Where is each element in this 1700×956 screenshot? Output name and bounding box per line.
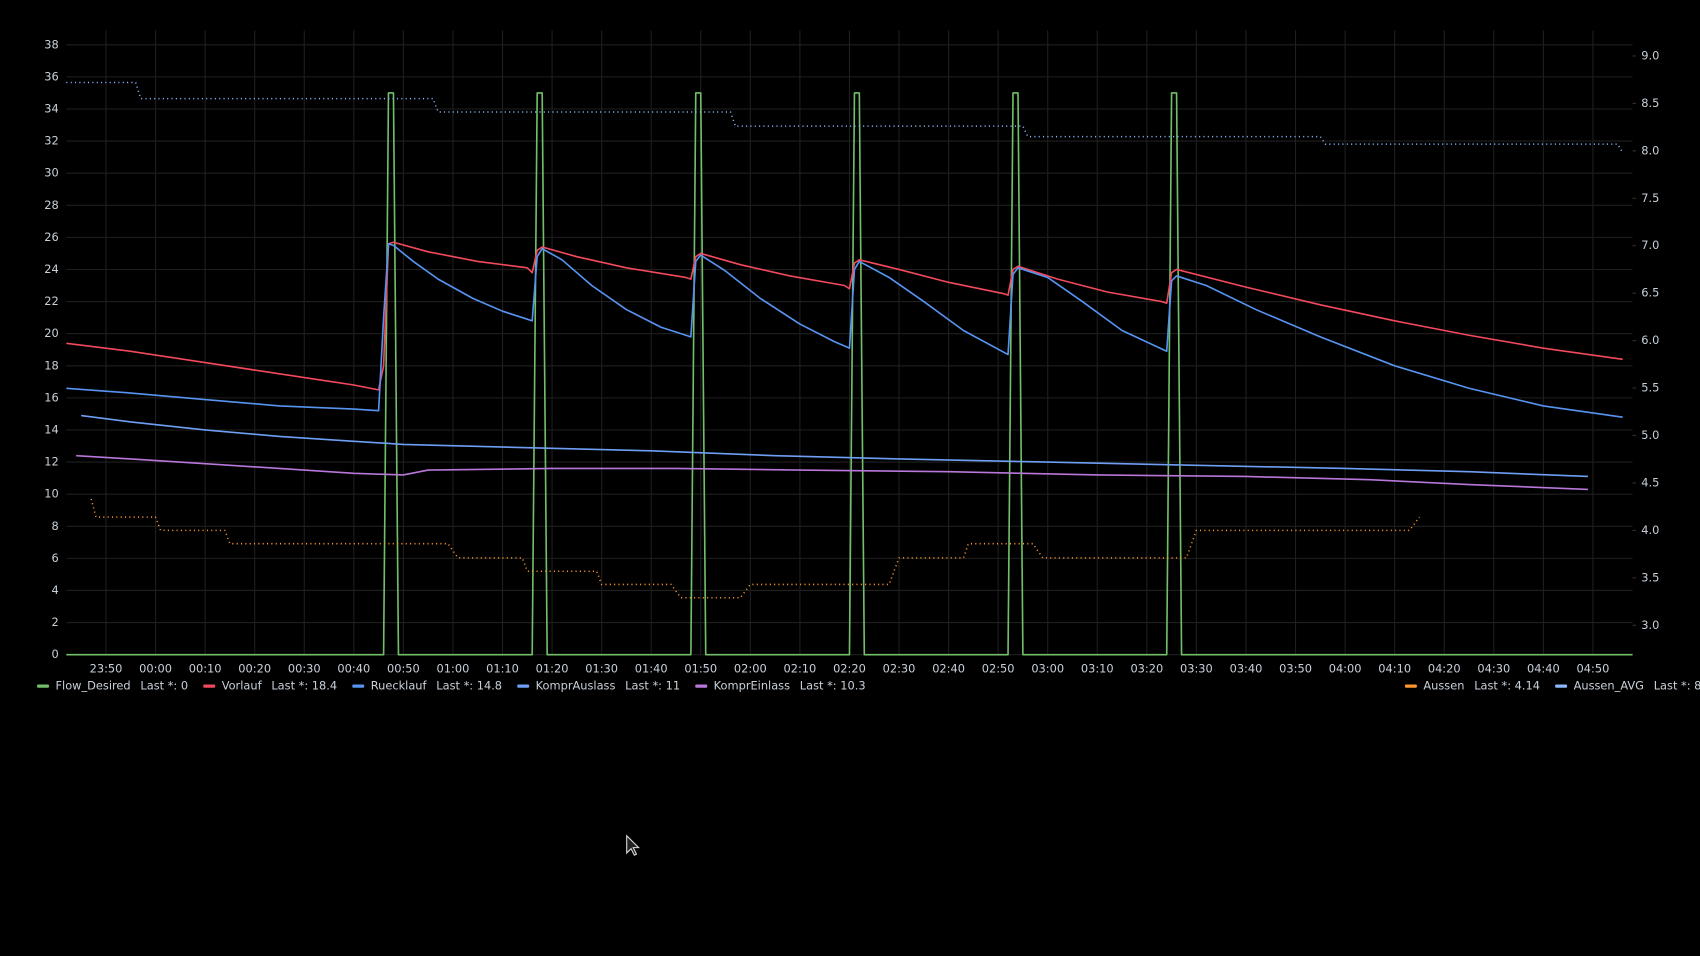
x-tick-label: 01:10 <box>486 661 519 675</box>
legend-name[interactable]: KomprEinlass <box>714 679 790 693</box>
legend-swatch <box>37 684 49 688</box>
y2-tick-label: 7.0 <box>1641 238 1659 252</box>
legend-swatch <box>352 684 365 688</box>
x-tick-label: 01:30 <box>585 661 618 675</box>
y-tick-label: 36 <box>44 69 58 83</box>
y-tick-label: 20 <box>44 326 58 340</box>
x-tick-label: 03:10 <box>1081 661 1114 675</box>
x-tick-label: 03:40 <box>1230 661 1263 675</box>
y-tick-label: 8 <box>52 519 59 533</box>
y-tick-label: 32 <box>44 134 58 148</box>
x-tick-label: 04:50 <box>1577 661 1610 675</box>
y2-tick-label: 8.0 <box>1641 143 1659 157</box>
plot-area <box>66 81 1633 656</box>
legend-last: Last *: 8.0 <box>1654 679 1700 693</box>
x-tick-label: 23:50 <box>90 661 123 675</box>
x-tick-label: 04:20 <box>1428 661 1461 675</box>
y2-tick-label: 4.5 <box>1641 475 1659 489</box>
y2-tick-label: 9.0 <box>1641 48 1659 62</box>
y-tick-label: 24 <box>44 262 58 276</box>
x-tick-label: 03:20 <box>1130 661 1163 675</box>
y2-tick-label: 3.5 <box>1641 570 1659 584</box>
legend-swatch <box>1555 684 1568 688</box>
y-tick-label: 4 <box>52 583 59 597</box>
axes: 024681012141618202224262830323436383.03.… <box>44 37 1659 675</box>
legend-last: Last *: 11 <box>625 679 680 693</box>
x-tick-label: 00:50 <box>387 661 420 675</box>
y-tick-label: 16 <box>44 390 58 404</box>
x-tick-label: 04:00 <box>1329 661 1362 675</box>
x-tick-label: 00:30 <box>288 661 321 675</box>
legend-last: Last *: 0 <box>140 679 188 693</box>
series-line <box>66 242 1623 418</box>
legend-swatch <box>203 684 216 688</box>
y2-tick-label: 5.5 <box>1641 381 1659 395</box>
y-tick-label: 30 <box>44 166 58 180</box>
x-tick-label: 02:10 <box>784 661 817 675</box>
legend[interactable]: Flow_Desired Last *: 0 Vorlauf Last *: 18.4… <box>37 679 1700 693</box>
x-tick-label: 00:20 <box>238 661 271 675</box>
legend-swatch <box>1404 684 1417 688</box>
y-tick-label: 0 <box>52 647 59 661</box>
x-tick-label: 04:10 <box>1378 661 1411 675</box>
y2-tick-label: 3.0 <box>1641 618 1659 632</box>
y2-tick-label: 4.0 <box>1641 523 1659 537</box>
series-line <box>66 92 1633 656</box>
series-line <box>90 498 1421 599</box>
y2-tick-label: 8.5 <box>1641 96 1659 110</box>
x-tick-label: 03:00 <box>1031 661 1064 675</box>
y-tick-label: 2 <box>52 615 59 629</box>
legend-last: Last *: 4.14 <box>1474 679 1540 693</box>
series-line <box>81 414 1588 478</box>
grid <box>66 30 1633 656</box>
x-tick-label: 00:00 <box>139 661 172 675</box>
y-tick-label: 18 <box>44 358 58 372</box>
legend-name[interactable]: Aussen_AVG <box>1574 679 1644 693</box>
mouse-cursor <box>626 834 640 856</box>
legend-last: Last *: 14.8 <box>436 679 502 693</box>
x-tick-label: 02:50 <box>982 661 1015 675</box>
x-tick-label: 02:00 <box>734 661 767 675</box>
y-tick-label: 14 <box>44 422 58 436</box>
x-tick-label: 01:00 <box>437 661 470 675</box>
y-tick-label: 22 <box>44 294 58 308</box>
x-tick-label: 02:20 <box>833 661 866 675</box>
x-tick-label: 00:40 <box>337 661 370 675</box>
y-tick-label: 6 <box>52 551 59 565</box>
x-tick-label: 00:10 <box>189 661 222 675</box>
y2-tick-label: 7.5 <box>1641 191 1659 205</box>
y2-tick-label: 6.0 <box>1641 333 1659 347</box>
x-tick-label: 02:40 <box>932 661 965 675</box>
x-tick-label: 03:30 <box>1180 661 1213 675</box>
series-line <box>66 241 1623 391</box>
series-line <box>76 454 1588 491</box>
x-tick-label: 04:30 <box>1477 661 1510 675</box>
x-tick-label: 03:50 <box>1279 661 1312 675</box>
x-tick-label: 01:20 <box>536 661 569 675</box>
series-line <box>66 81 1624 154</box>
y-tick-label: 26 <box>44 230 58 244</box>
y-tick-label: 12 <box>44 455 58 469</box>
y-tick-label: 28 <box>44 198 58 212</box>
x-tick-label: 04:40 <box>1527 661 1560 675</box>
legend-last: Last *: 18.4 <box>271 679 337 693</box>
legend-last: Last *: 10.3 <box>800 679 866 693</box>
x-tick-label: 01:40 <box>635 661 668 675</box>
y2-tick-label: 5.0 <box>1641 428 1659 442</box>
legend-name[interactable]: KomprAuslass <box>536 679 616 693</box>
y-tick-label: 38 <box>44 37 58 51</box>
legend-name[interactable]: Vorlauf <box>222 679 263 693</box>
legend-name[interactable]: Flow_Desired <box>56 679 131 693</box>
legend-name[interactable]: Aussen <box>1423 679 1464 693</box>
y2-tick-label: 6.5 <box>1641 286 1659 300</box>
legend-swatch <box>695 684 708 688</box>
y-tick-label: 10 <box>44 487 58 501</box>
x-tick-label: 02:30 <box>883 661 916 675</box>
y-tick-label: 34 <box>44 101 58 115</box>
legend-swatch <box>517 684 530 688</box>
legend-name[interactable]: Ruecklauf <box>371 679 428 693</box>
x-tick-label: 01:50 <box>684 661 717 675</box>
